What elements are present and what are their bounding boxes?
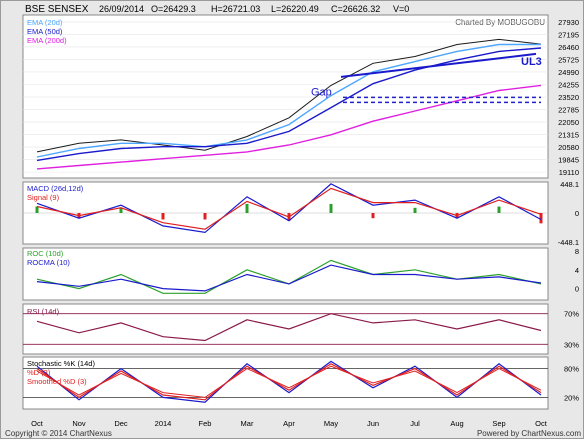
- price-legend-item: EMA (200d): [27, 36, 67, 45]
- macd-y-tick: 0: [575, 209, 579, 218]
- x-tick-label: Aug: [450, 419, 463, 428]
- powered-label: Powered by ChartNexus.com: [477, 429, 581, 438]
- price-series-2: [36, 47, 542, 162]
- stoch-legend-item: Smoothed %D (3): [27, 377, 87, 386]
- x-tick-label: Mar: [241, 419, 254, 428]
- price-y-tick: 22050: [558, 118, 579, 127]
- roc-legend: ROC (10d): [27, 249, 64, 258]
- price-y-tick: 27930: [558, 18, 579, 27]
- roc-y-tick: 8: [575, 247, 579, 256]
- price-y-tick: 19110: [559, 168, 579, 177]
- price-panel: [22, 14, 549, 179]
- x-tick-label: May: [324, 419, 338, 428]
- symbol-label: BSE SENSEX: [25, 4, 89, 15]
- macd-legend: MACD (26d,12d): [27, 184, 84, 193]
- roc-y-tick: 4: [575, 266, 579, 275]
- stoch-panel: [22, 356, 549, 410]
- stoch-title: Stochastic %K (14d): [27, 359, 95, 368]
- price-legend-item: EMA (20d): [27, 18, 63, 27]
- price-series-3: [36, 84, 542, 170]
- price-y-tick: 21315: [558, 131, 579, 140]
- roc-y-tick: 0: [575, 285, 579, 294]
- macd-line: [36, 183, 542, 234]
- price-y-tick: 22785: [558, 106, 579, 115]
- price-y-tick: 19845: [558, 156, 579, 165]
- roc-panel: [22, 247, 549, 301]
- price-y-tick: 24255: [558, 81, 579, 90]
- price-y-tick: 24990: [558, 68, 579, 77]
- macd-y-tick: 448.1: [560, 180, 579, 189]
- signal-line: [36, 187, 542, 230]
- x-tick-label: Nov: [72, 419, 86, 428]
- x-tick-label: Oct: [535, 419, 548, 428]
- price-legend-item: EMA (50d): [27, 27, 63, 36]
- x-tick-label: Dec: [114, 419, 128, 428]
- price-series-0: [36, 38, 542, 153]
- rocma-line: [36, 264, 542, 292]
- copyright-label: Copyright © 2014 ChartNexus: [5, 429, 112, 438]
- ul3-label: UL3: [521, 56, 542, 68]
- rsi-y-tick: 70%: [564, 310, 579, 319]
- volume-label: V=0: [393, 4, 409, 14]
- high-label: H=26721.03: [211, 4, 260, 14]
- x-tick-label: Jun: [367, 419, 379, 428]
- price-y-tick: 25725: [558, 56, 579, 65]
- low-label: L=26220.49: [271, 4, 319, 14]
- signal-legend: Signal (9): [27, 193, 60, 202]
- rsi-panel: [22, 303, 549, 355]
- gap-label: Gap: [311, 86, 332, 98]
- stoch-y-tick: 20%: [564, 393, 579, 402]
- x-tick-label: 2014: [155, 419, 172, 428]
- date-label: 26/09/2014: [99, 4, 144, 14]
- price-y-tick: 23520: [558, 93, 579, 102]
- price-series-1: [36, 43, 541, 158]
- rocma-legend: ROCMA (10): [27, 258, 70, 267]
- stoch-series-2: [36, 365, 542, 398]
- plot-layer: 27930 27195 26460 25725 24990 24255 23520 22785…: [23, 18, 579, 428]
- rsi-line: [36, 313, 542, 342]
- x-tick-label: Feb: [199, 419, 212, 428]
- open-label: O=26429.3: [151, 4, 196, 14]
- stoch-series-1: [36, 363, 542, 401]
- price-y-tick: 20580: [558, 143, 579, 152]
- stoch-legend-item: %D (3): [27, 368, 51, 377]
- rsi-legend: RSI (14d): [27, 307, 60, 316]
- rsi-y-tick: 30%: [564, 340, 579, 349]
- x-tick-label: Oct: [31, 419, 44, 428]
- x-tick-label: Apr: [283, 419, 295, 428]
- x-tick-label: Jul: [410, 419, 420, 428]
- stoch-series-0: [36, 360, 542, 403]
- macd-y-tick: -448.1: [558, 238, 579, 247]
- stoch-y-tick: 80%: [564, 365, 579, 374]
- ul3-trendline: [340, 52, 537, 78]
- x-tick-label: Sep: [492, 419, 505, 428]
- close-label: C=26626.32: [331, 4, 380, 14]
- credit-label: Charted By MOBUGOBU: [455, 18, 545, 27]
- price-y-tick: 26460: [558, 43, 579, 52]
- price-y-tick: 27195: [558, 30, 579, 39]
